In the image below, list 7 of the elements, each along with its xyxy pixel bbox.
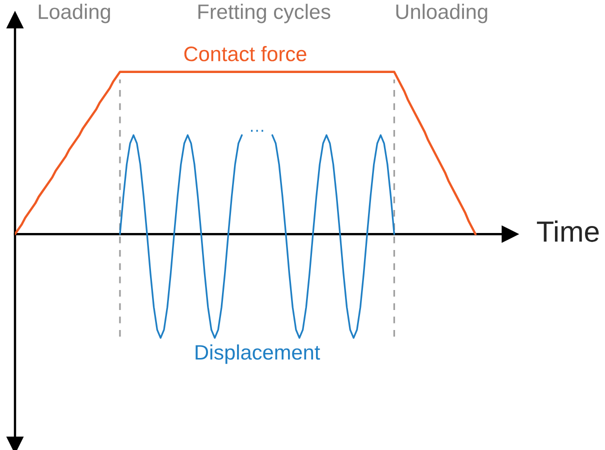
text: Fretting cycles: [198, 4, 330, 24]
text: Unloading: [396, 4, 488, 24]
x-axis-title: Time: [536, 220, 599, 242]
series-label: Contact force: [184, 46, 306, 62]
series-label: Displacement: [196, 344, 320, 364]
annotation: …: [251, 130, 264, 132]
text: Loading: [38, 4, 110, 24]
